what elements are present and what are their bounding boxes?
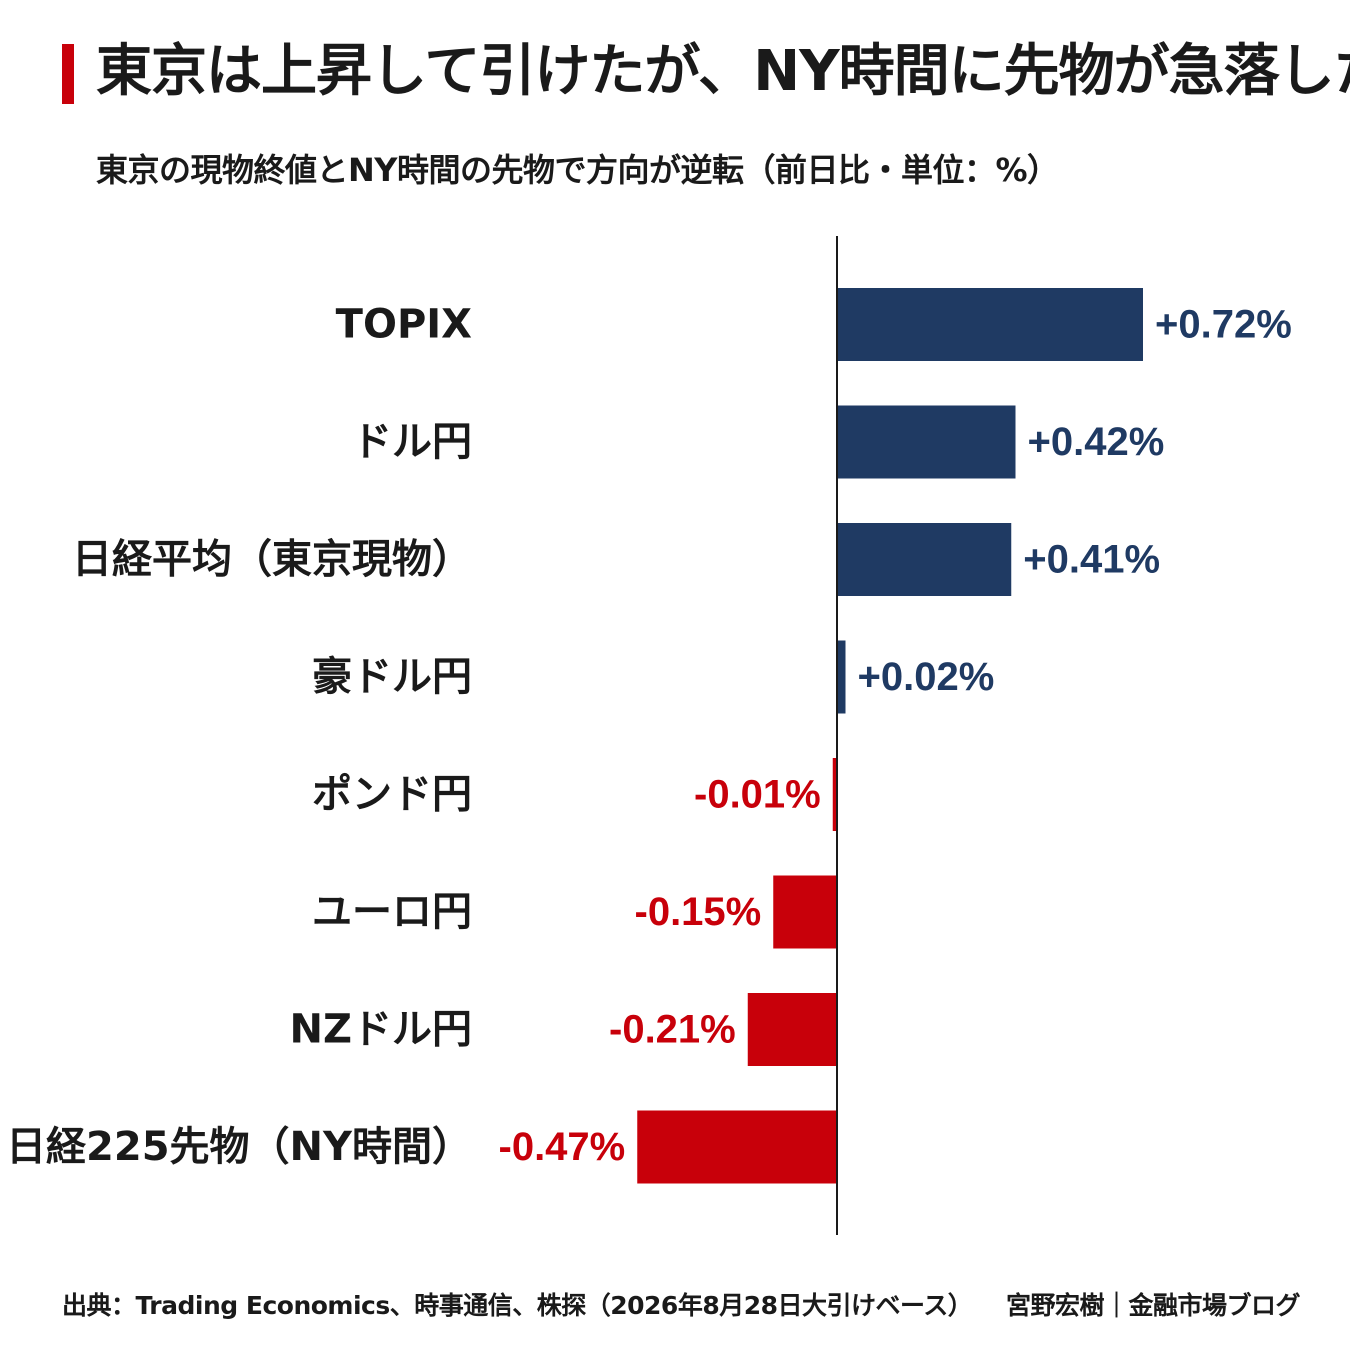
data-label-5: -0.01% [694,773,821,817]
data-label-2: +0.42% [1028,420,1165,464]
bar-4 [837,640,846,714]
data-label-8: -0.47% [499,1125,626,1169]
author-credit: 宮野宏樹｜金融市場ブログ [1005,1291,1301,1320]
chart-title: 東京は上昇して引けたが、NY時間に先物が急落した [96,39,1350,104]
category-label-8: 日経225先物（NY時間） [6,1124,472,1170]
bar-7 [747,993,837,1066]
chart-subtitle: 東京の現物終値とNY時間の先物で方向が逆転（前日比・単位：%） [96,151,1059,189]
category-label-2: ドル円 [352,419,472,465]
category-label-6: ユーロ円 [312,889,472,935]
source-note: 出典：Trading Economics、時事通信、株探（2026年8月28日大… [62,1291,973,1320]
bar-8 [637,1110,837,1184]
data-label-7: -0.21% [609,1008,736,1052]
data-label-4: +0.02% [858,655,995,699]
data-label-3: +0.41% [1023,538,1160,582]
category-label-3: 日経平均（東京現物） [72,537,472,583]
bar-2 [837,405,1016,479]
category-label-5: ポンド円 [312,772,472,818]
data-label-1: +0.72% [1155,303,1292,347]
title-accent-bar [62,44,74,104]
category-label-7: NZドル円 [290,1007,472,1053]
category-label-1: TOPIX [336,302,472,348]
bar-5 [832,758,837,831]
data-label-6: -0.15% [635,890,762,934]
bar-6 [773,875,837,949]
category-label-4: 豪ドル円 [312,654,472,700]
bar-1 [837,288,1143,361]
bar-3 [837,523,1012,596]
